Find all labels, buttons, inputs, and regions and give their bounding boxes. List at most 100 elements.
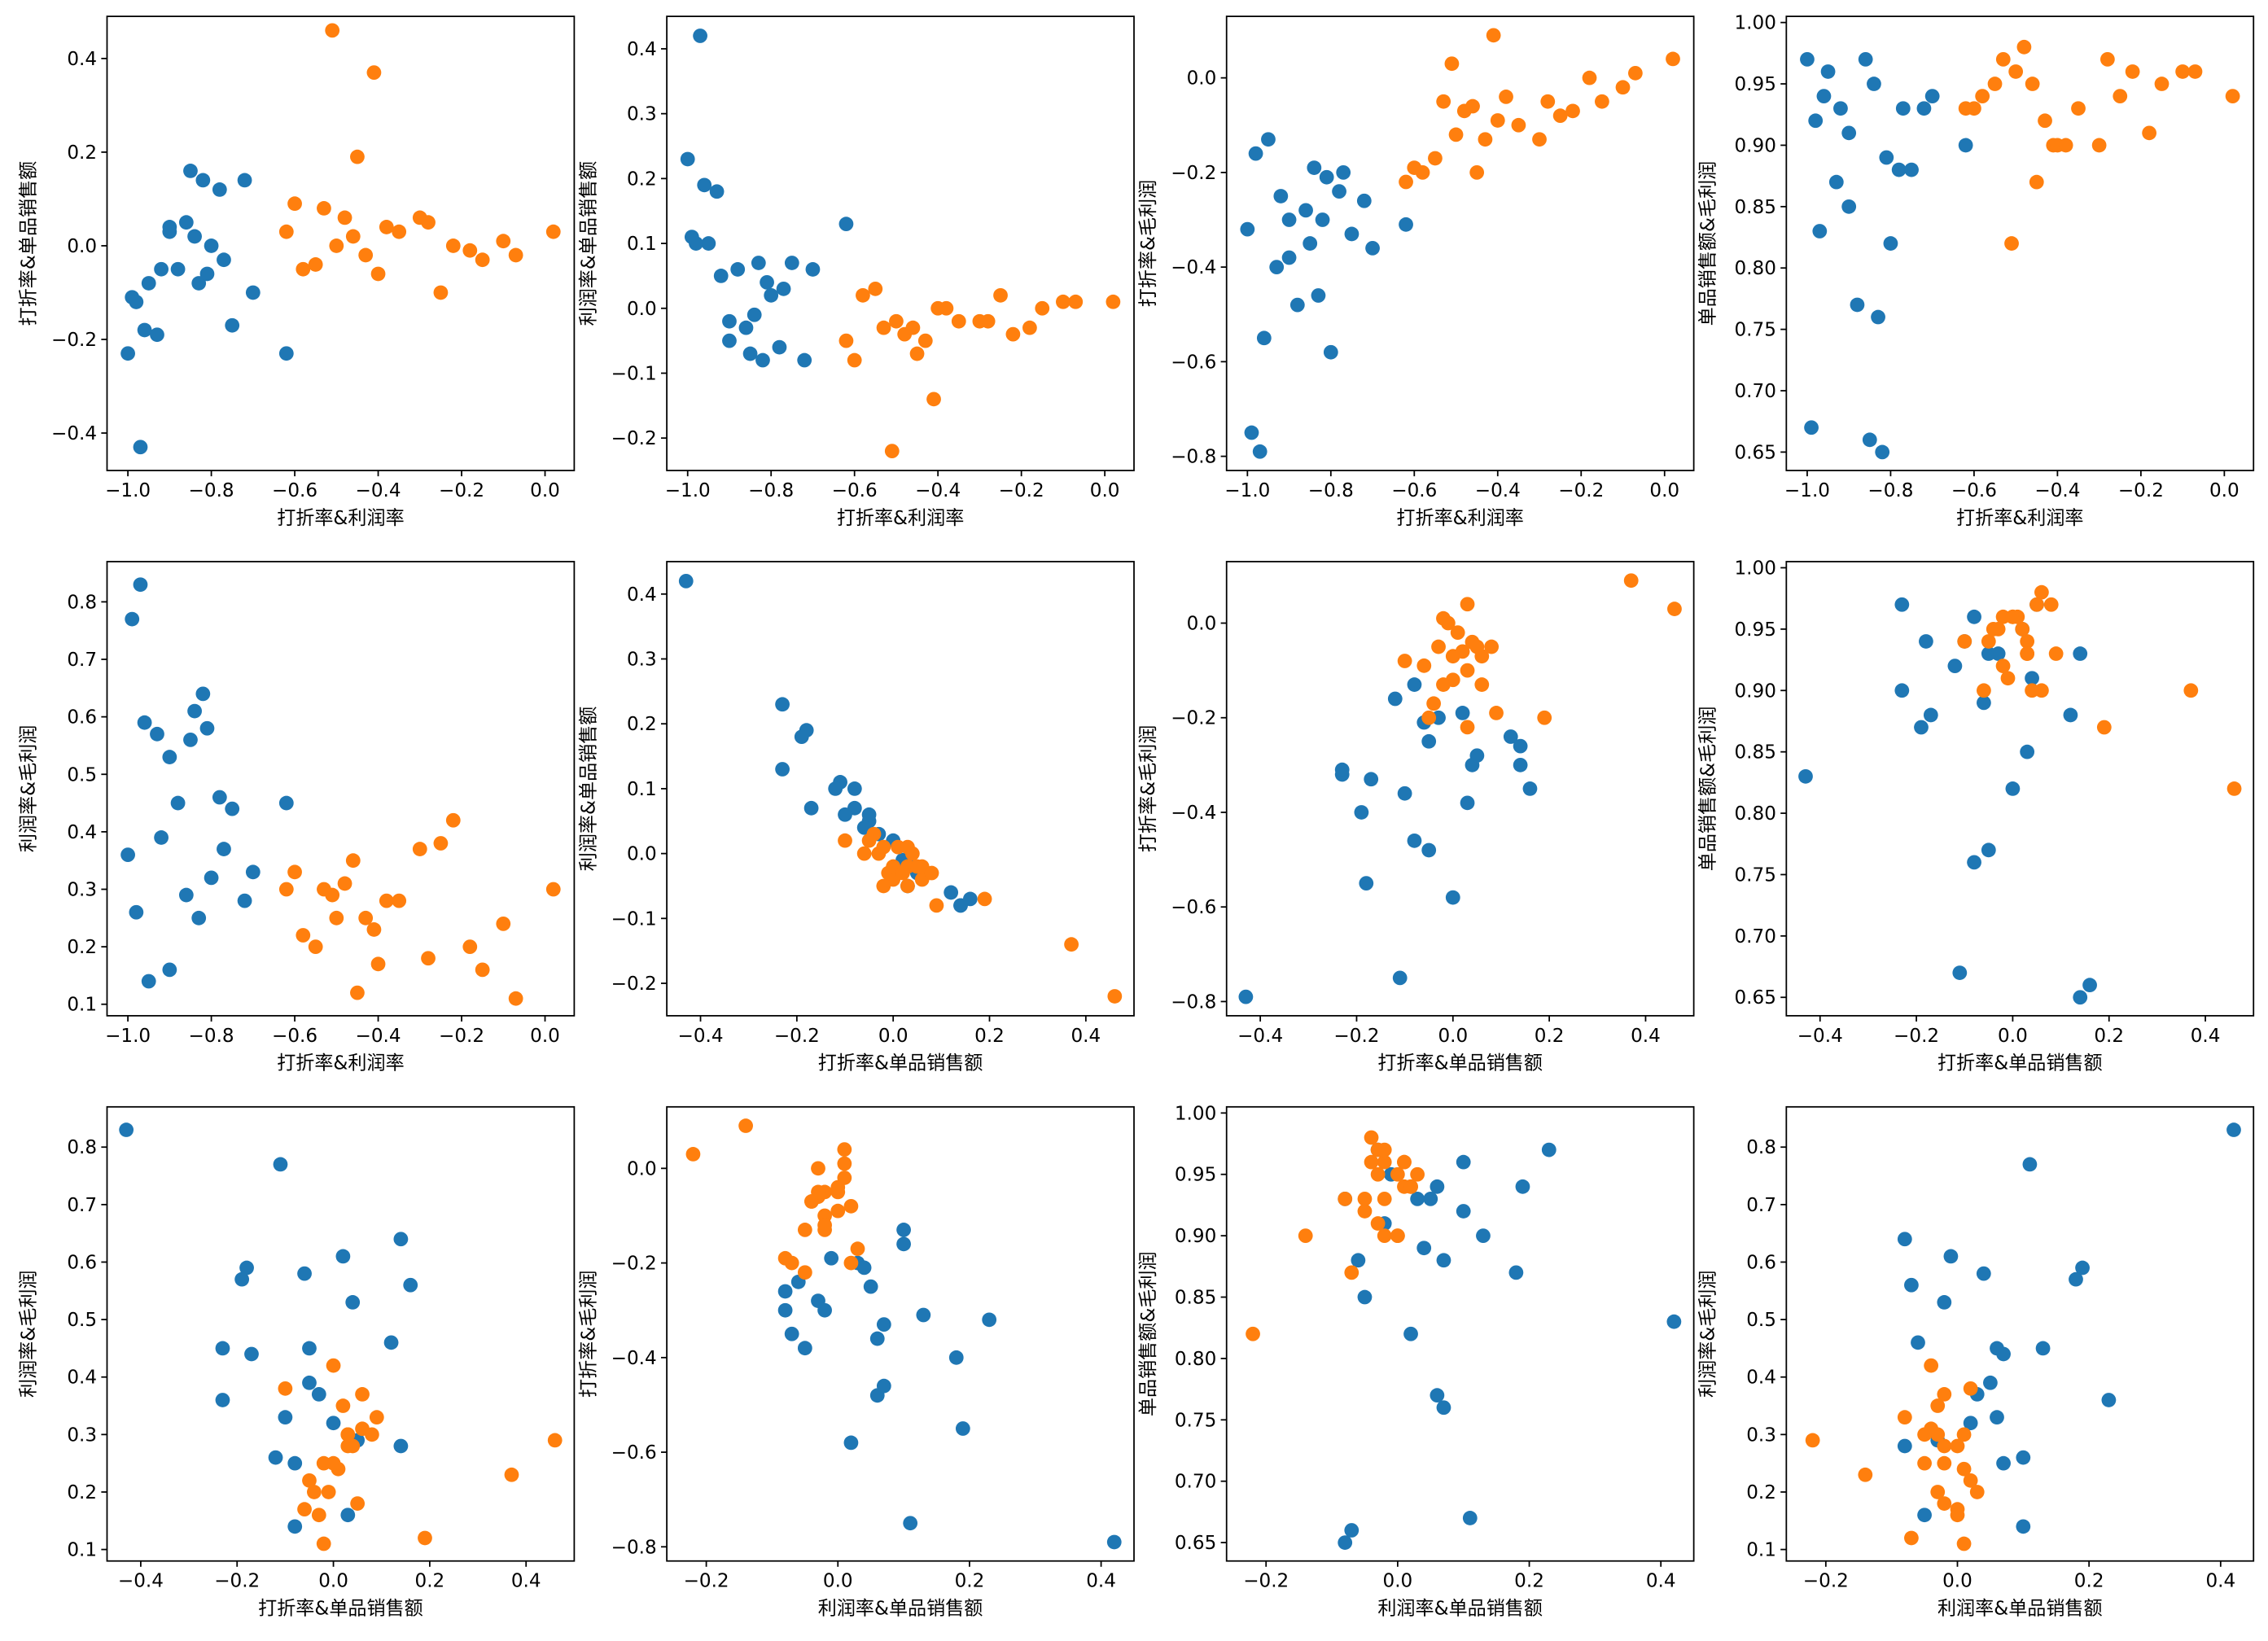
scatter-point [329, 238, 344, 253]
scatter-point [811, 1293, 825, 1308]
scatter-point [504, 1467, 519, 1482]
scatter-point [889, 313, 904, 329]
scatter-point [1895, 101, 1911, 116]
scatter-point [1476, 1228, 1491, 1244]
scatter-point [1990, 1410, 2004, 1425]
scatter-point [1261, 132, 1276, 147]
scatter-point [1937, 1295, 1952, 1310]
subplot: −0.4 −0.2 0.0 0.2 0.4 −0.8 −0.6 −0.4 −0.2 0.0 打折率&… [1138, 561, 1695, 1074]
y-tick-label: −0.4 [611, 1348, 657, 1369]
scatter-point [1252, 444, 1268, 459]
scatter-point [1623, 573, 1639, 589]
y-tick-label: −0.2 [611, 1254, 657, 1275]
scatter-point [1064, 937, 1079, 952]
x-tick-label: −0.4 [1797, 1026, 1843, 1047]
scatter-point [2025, 671, 2039, 686]
scatter-point [775, 697, 790, 712]
axis-frame [1785, 1105, 2255, 1562]
y-tick-label: 0.6 [67, 707, 97, 729]
y-tick-label: 0.8 [67, 1137, 97, 1158]
x-tick-label: −0.8 [1867, 480, 1913, 501]
scatter-point [1403, 1179, 1418, 1194]
scatter-point [340, 1427, 356, 1442]
scatter-point [187, 703, 202, 719]
scatter-point [837, 1156, 852, 1171]
scatter-point [329, 910, 344, 926]
y-tick-label: 0.7 [1746, 1195, 1776, 1216]
scatter-point [1917, 1427, 1932, 1442]
x-tick-label: −0.2 [1243, 1571, 1289, 1592]
scatter-point [2058, 138, 2073, 153]
scatter-point [545, 882, 561, 897]
scatter-point [475, 252, 490, 268]
scatter-point [268, 1450, 283, 1465]
axis-frame [666, 561, 1135, 1017]
scatter-point [1956, 1536, 1972, 1551]
scatter-point [797, 1341, 812, 1356]
x-tick-label: 0.0 [1942, 1571, 1972, 1592]
scatter-point [722, 313, 737, 329]
y-tick-label: −0.2 [611, 428, 657, 449]
scatter-point [1582, 70, 1597, 85]
y-tick-label: 0.1 [67, 995, 97, 1016]
scatter-point [1667, 602, 1682, 616]
scatter-point [337, 210, 352, 225]
scatter-point [876, 320, 891, 335]
scatter-point [1871, 309, 1885, 325]
scatter-point [2005, 609, 2021, 624]
scatter-point [120, 847, 135, 863]
scatter-point [2004, 236, 2019, 251]
scatter-point [1370, 1166, 1386, 1182]
scatter-point [379, 220, 394, 234]
scatter-point [129, 904, 144, 920]
scatter-point [1930, 1427, 1946, 1442]
scatter-point [345, 1295, 361, 1310]
y-tick-label: 0.2 [627, 714, 657, 735]
scatter-point [1450, 625, 1465, 641]
axis-frame [666, 1105, 1135, 1562]
scatter-point [370, 956, 386, 972]
scatter-point [212, 790, 227, 805]
scatter-point [2043, 597, 2059, 612]
y-tick-label: 1.00 [1735, 558, 1776, 579]
scatter-point [1344, 226, 1359, 242]
scatter-point [245, 864, 261, 880]
scatter-point [421, 215, 436, 230]
scatter-point [1238, 989, 1254, 1004]
y-tick-label: 0.2 [627, 168, 657, 190]
scatter-point [697, 177, 712, 193]
scatter-point [358, 910, 374, 926]
scatter-point [1430, 1179, 1445, 1194]
y-tick-label: 0.75 [1735, 864, 1776, 886]
scatter-point [1273, 189, 1289, 203]
x-tick-label: 0.4 [511, 1571, 541, 1592]
scatter-point [1805, 1433, 1820, 1448]
x-tick-label: −0.8 [1308, 480, 1354, 501]
y-tick-label: 0.80 [1735, 803, 1776, 825]
scatter-point [141, 276, 156, 291]
scatter-point [1465, 98, 1480, 114]
x-tick-label: 0.2 [974, 1026, 1005, 1047]
scatter-point [1022, 320, 1037, 335]
scatter-point [2000, 671, 2016, 686]
scatter-point [273, 1157, 288, 1172]
y-tick-label: 0.3 [67, 1424, 97, 1446]
y-tick-label: 0.2 [67, 142, 97, 164]
scatter-point [680, 151, 695, 167]
scatter-point [278, 224, 294, 239]
x-tick-label: −0.4 [356, 480, 401, 501]
scatter-point [316, 1455, 331, 1471]
scatter-point [137, 322, 152, 338]
scatter-point [1820, 64, 1836, 79]
scatter-point [982, 1312, 997, 1328]
scatter-point [777, 1284, 793, 1299]
scatter-point [1841, 199, 1857, 214]
scatter-point [129, 295, 144, 309]
scatter-point [1990, 622, 2006, 637]
subplot: −0.2 0.0 0.2 0.4 −0.8 −0.6 −0.4 −0.2 0.0 利润率&单品销售… [578, 1105, 1135, 1619]
scatter-point [204, 870, 219, 886]
scatter-point [366, 65, 382, 81]
scatter-point [1537, 710, 1552, 725]
scatter-point [1469, 165, 1485, 180]
